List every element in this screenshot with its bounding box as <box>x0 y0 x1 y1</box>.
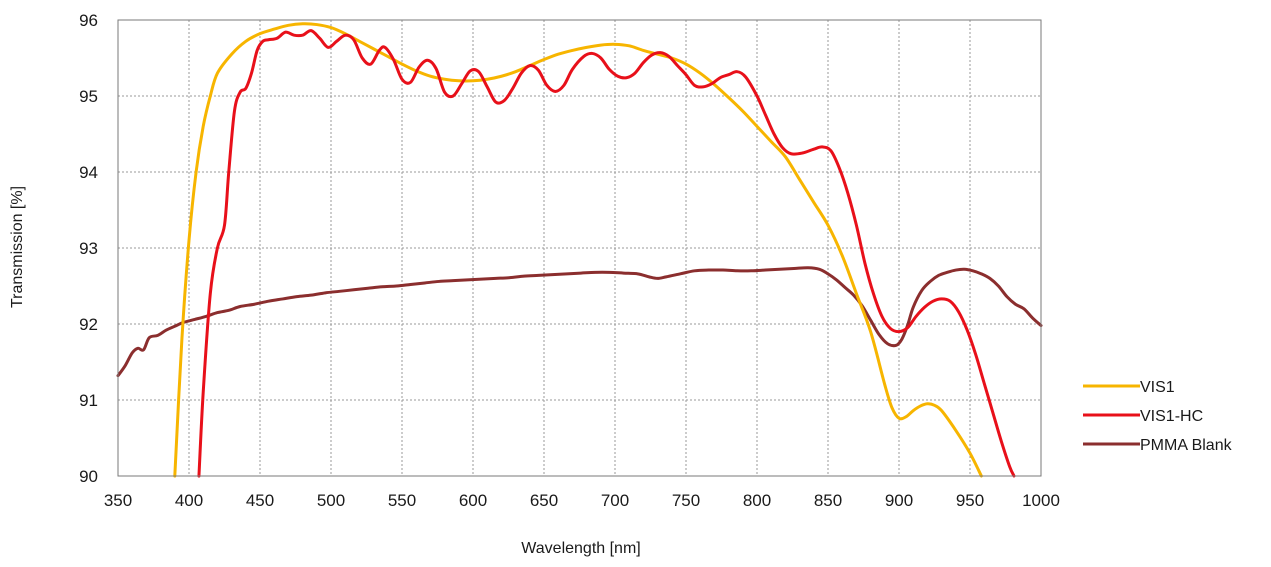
plot-frame <box>117 19 1042 477</box>
x-tick-label: 350 <box>104 491 132 510</box>
y-tick-label: 95 <box>79 87 98 106</box>
x-tick-label: 550 <box>388 491 416 510</box>
legend-label-vis1-hc: VIS1-HC <box>1140 408 1203 425</box>
y-tick-label: 91 <box>79 391 98 410</box>
legend-label-vis1: VIS1 <box>1140 379 1175 396</box>
series-line-vis1-hc <box>197 29 1016 478</box>
x-axis-ticks: 350 400 450 500 550 600 650 700 750 800 850 900 950 1… <box>104 491 1060 510</box>
legend-label-pmma-blank: PMMA Blank <box>1140 437 1233 454</box>
x-tick-label: 1000 <box>1022 491 1060 510</box>
y-tick-label: 94 <box>79 163 98 182</box>
series-line-vis1 <box>173 22 983 478</box>
x-tick-label: 800 <box>743 491 771 510</box>
y-tick-label: 90 <box>79 467 98 486</box>
series-line-pmma-blank <box>116 266 1043 378</box>
y-axis-ticks: 90 91 92 93 94 95 96 <box>79 11 98 486</box>
y-tick-label: 93 <box>79 239 98 258</box>
grid <box>118 20 1041 476</box>
series-lines <box>116 22 1043 478</box>
x-tick-label: 700 <box>601 491 629 510</box>
legend: VIS1 VIS1-HC PMMA Blank <box>1083 379 1233 454</box>
x-tick-label: 450 <box>246 491 274 510</box>
x-tick-label: 400 <box>175 491 203 510</box>
x-tick-label: 850 <box>814 491 842 510</box>
y-tick-label: 96 <box>79 11 98 30</box>
x-tick-label: 500 <box>317 491 345 510</box>
x-tick-label: 600 <box>459 491 487 510</box>
y-tick-label: 92 <box>79 315 98 334</box>
x-axis-label: Wavelength [nm] <box>521 540 640 557</box>
x-tick-label: 650 <box>530 491 558 510</box>
x-tick-label: 900 <box>885 491 913 510</box>
y-axis-label: Transmission [%] <box>9 186 26 308</box>
x-tick-label: 950 <box>956 491 984 510</box>
x-tick-label: 750 <box>672 491 700 510</box>
